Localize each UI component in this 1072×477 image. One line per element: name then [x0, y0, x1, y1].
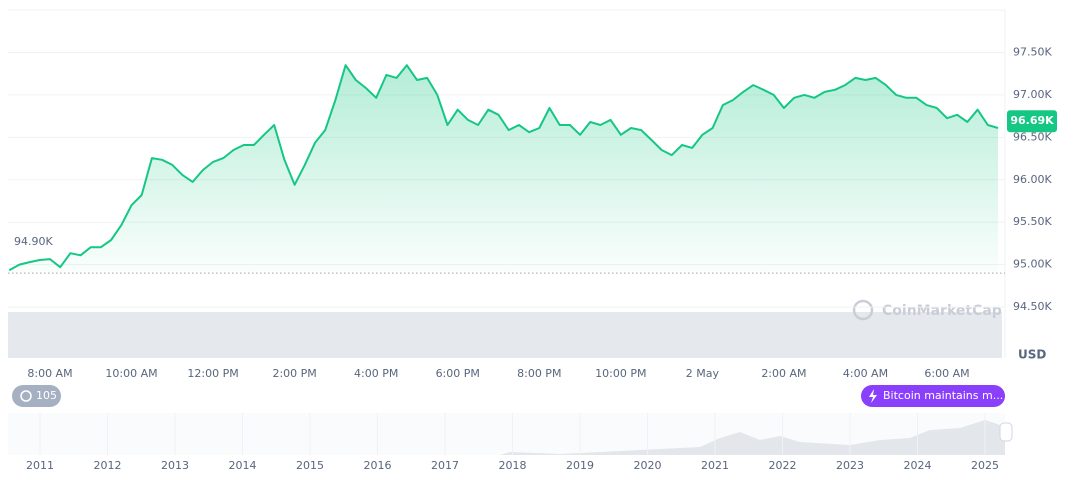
y-tick-label: 95.00K: [1013, 258, 1052, 271]
navigator-area: [8, 420, 1005, 455]
x-tick-label: 2 May: [686, 367, 720, 380]
x-tick-label: 12:00 PM: [187, 367, 238, 380]
y-tick-label: 97.00K: [1013, 88, 1052, 101]
navigator-year: 2014: [229, 459, 257, 472]
history-badge-bg[interactable]: [12, 385, 61, 407]
navigator-year: 2017: [431, 459, 459, 472]
y-tick-label: 94.50K: [1013, 300, 1052, 313]
navigator-year: 2021: [701, 459, 729, 472]
history-badge[interactable]: 105: [36, 389, 57, 402]
x-tick-label: 8:00 AM: [27, 367, 72, 380]
price-area: [9, 65, 998, 274]
volume-band: [8, 312, 1002, 358]
x-tick-label: 6:00 AM: [924, 367, 969, 380]
last-price-badge: [1007, 110, 1057, 133]
last-price-label: 96.69K: [1010, 114, 1054, 127]
navigator-year: 2020: [634, 459, 662, 472]
navigator-year: 2022: [769, 459, 797, 472]
x-tick-label: 10:00 PM: [595, 367, 646, 380]
x-tick-label: 2:00 AM: [761, 367, 806, 380]
history-icon: [20, 390, 32, 402]
news-badge-bg[interactable]: [861, 385, 1005, 407]
x-tick-label: 4:00 AM: [843, 367, 888, 380]
navigator-handle[interactable]: [999, 422, 1013, 442]
x-tick-label: 10:00 AM: [105, 367, 157, 380]
navigator-year: 2024: [904, 459, 932, 472]
navigator-year: 2016: [364, 459, 392, 472]
reference-label: 94.90K: [14, 235, 53, 248]
price-line: [8, 64, 999, 272]
navigator-year: 2011: [26, 459, 54, 472]
y-tick-label: 96.50K: [1013, 130, 1052, 143]
watermark-text: CoinMarketCap: [882, 303, 1002, 319]
navigator-year: 2019: [566, 459, 594, 472]
news-icon: [869, 389, 877, 403]
unit-label: USD: [1018, 348, 1046, 362]
x-tick-label: 8:00 PM: [517, 367, 561, 380]
x-tick-label: 2:00 PM: [272, 367, 316, 380]
navigator-year: 2013: [161, 459, 189, 472]
news-badge[interactable]: Bitcoin maintains m...: [883, 389, 1003, 402]
y-tick-label: 95.50K: [1013, 215, 1052, 228]
navigator-year: 2015: [296, 459, 324, 472]
navigator-year: 2023: [836, 459, 864, 472]
navigator-year: 2025: [971, 459, 999, 472]
watermark-logo: [852, 299, 874, 321]
x-tick-label: 4:00 PM: [354, 367, 398, 380]
y-tick-label: 96.00K: [1013, 173, 1052, 186]
x-tick-label: 6:00 PM: [436, 367, 480, 380]
navigator-year: 2018: [499, 459, 527, 472]
navigator-year: 2012: [94, 459, 122, 472]
y-tick-label: 97.50K: [1013, 45, 1052, 58]
